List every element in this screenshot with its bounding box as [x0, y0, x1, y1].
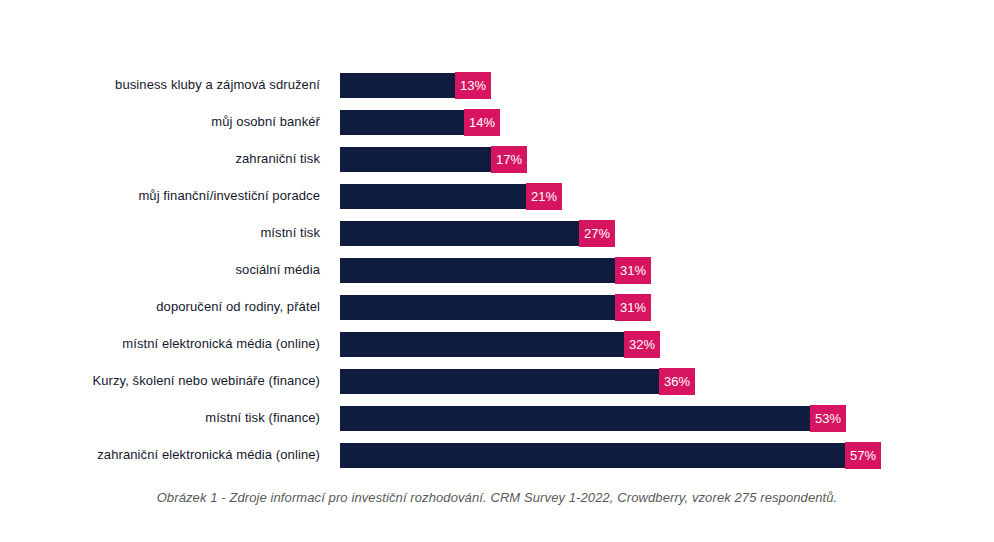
value-badge: 17%	[491, 146, 527, 173]
bar	[340, 147, 491, 172]
bar	[340, 184, 526, 209]
bar	[340, 73, 455, 98]
bar-row: zahraniční elektronická média (online) 5…	[0, 442, 994, 469]
bar-group: 13%	[340, 72, 491, 99]
category-label: business kluby a zájmová sdružení	[0, 78, 320, 92]
chart-caption: Obrázek 1 - Zdroje informací pro investi…	[0, 490, 994, 505]
bar-row: doporučení od rodiny, přátel 31%	[0, 294, 994, 321]
bar-row: business kluby a zájmová sdružení 13%	[0, 72, 994, 99]
category-label: místní tisk (finance)	[0, 411, 320, 425]
bar-rows: business kluby a zájmová sdružení 13% mů…	[0, 72, 994, 469]
bar	[340, 406, 810, 431]
value-badge: 27%	[579, 220, 615, 247]
category-label: můj finanční/investiční poradce	[0, 189, 320, 203]
bar-row: místní tisk 27%	[0, 220, 994, 247]
bar-group: 31%	[340, 257, 651, 284]
bar-group: 32%	[340, 331, 660, 358]
category-label: zahraniční tisk	[0, 152, 320, 166]
value-badge: 36%	[659, 368, 695, 395]
category-label: doporučení od rodiny, přátel	[0, 300, 320, 314]
value-badge: 13%	[455, 72, 491, 99]
category-label: zahraniční elektronická média (online)	[0, 448, 320, 462]
bar-row: zahraniční tisk 17%	[0, 146, 994, 173]
bar	[340, 258, 615, 283]
value-badge: 32%	[624, 331, 660, 358]
category-label: sociální média	[0, 263, 320, 277]
bar	[340, 295, 615, 320]
bar-row: můj osobní bankéř 14%	[0, 109, 994, 136]
bar-group: 17%	[340, 146, 527, 173]
value-badge: 57%	[845, 442, 881, 469]
value-badge: 14%	[464, 109, 500, 136]
bar-row: místní tisk (finance) 53%	[0, 405, 994, 432]
category-label: místní elektronická média (online)	[0, 337, 320, 351]
category-label: Kurzy, školení nebo webináře (finance)	[0, 374, 320, 388]
bar-group: 53%	[340, 405, 846, 432]
bar-row: místní elektronická média (online) 32%	[0, 331, 994, 358]
bar	[340, 332, 624, 357]
category-label: můj osobní bankéř	[0, 115, 320, 129]
bar	[340, 443, 845, 468]
value-badge: 31%	[615, 294, 651, 321]
bar	[340, 221, 579, 246]
bar-group: 57%	[340, 442, 881, 469]
value-badge: 31%	[615, 257, 651, 284]
value-badge: 21%	[526, 183, 562, 210]
bar-row: Kurzy, školení nebo webináře (finance) 3…	[0, 368, 994, 395]
bar-group: 27%	[340, 220, 615, 247]
bar-row: sociální média 31%	[0, 257, 994, 284]
bar	[340, 369, 659, 394]
bar-row: můj finanční/investiční poradce 21%	[0, 183, 994, 210]
bar-group: 21%	[340, 183, 562, 210]
category-label: místní tisk	[0, 226, 320, 240]
bar-group: 36%	[340, 368, 695, 395]
value-badge: 53%	[810, 405, 846, 432]
bar-group: 31%	[340, 294, 651, 321]
bar-group: 14%	[340, 109, 500, 136]
bar	[340, 110, 464, 135]
bar-chart: business kluby a zájmová sdružení 13% mů…	[0, 0, 994, 505]
